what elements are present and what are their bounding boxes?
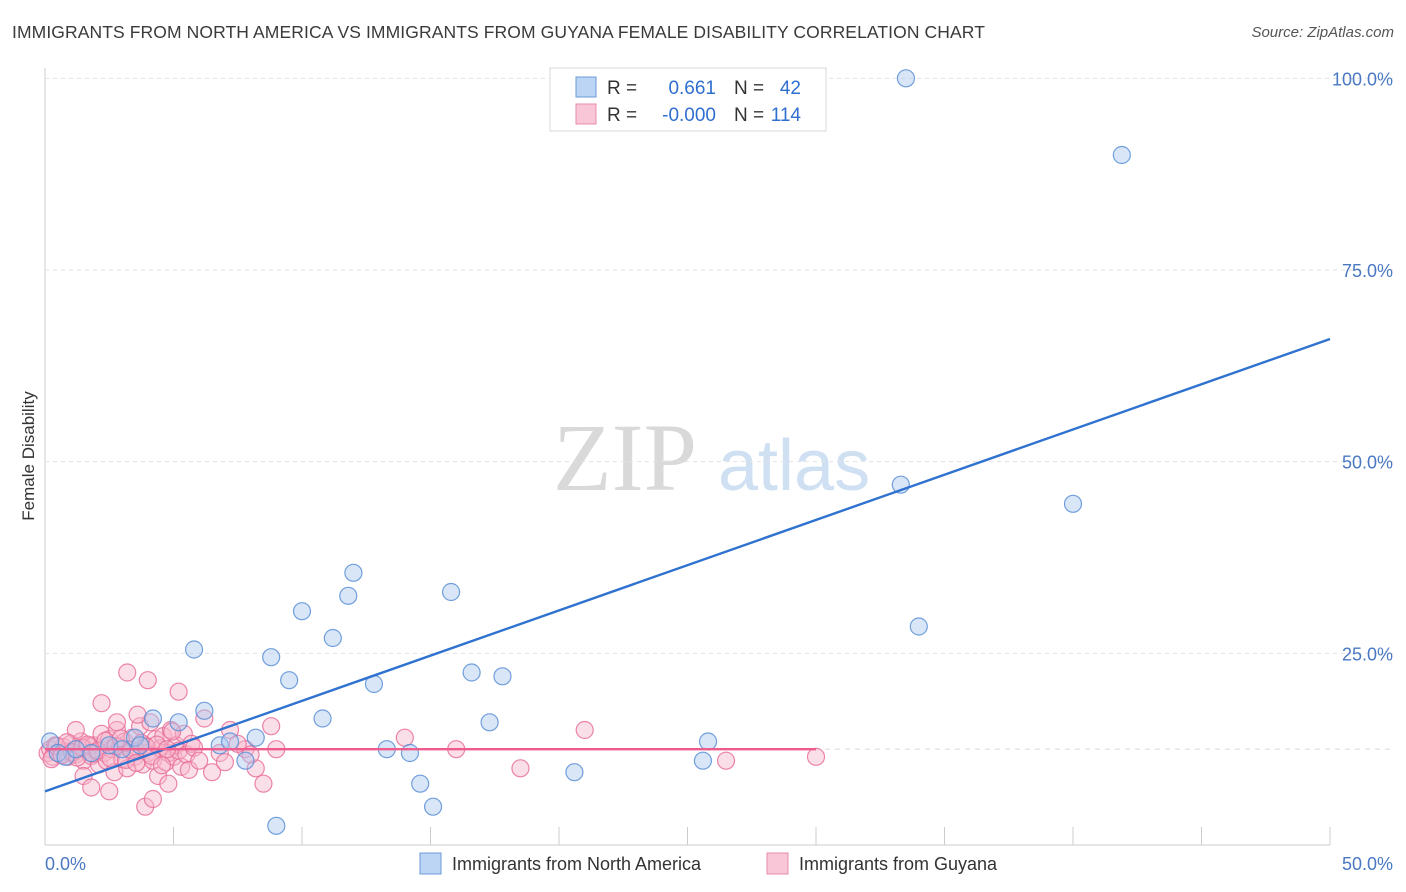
legend-blue-n-value: 42 — [780, 78, 801, 99]
blue-point-26 — [400, 743, 420, 763]
gridlines — [45, 77, 1395, 750]
blue-trend-line — [44, 337, 1331, 793]
blue-point-23 — [344, 563, 363, 582]
series-legend-blue-label: Immigrants from North America — [452, 854, 702, 874]
series-legend: Immigrants from North America Immigrants… — [419, 852, 998, 875]
blue-point-16 — [262, 648, 281, 667]
y-tick-label-100: 100.0% — [1332, 69, 1393, 89]
legend-pink-n-value: 114 — [771, 105, 802, 126]
blue-point-29 — [441, 582, 461, 602]
pink-point-66 — [136, 797, 155, 816]
x-ticks — [44, 827, 1331, 845]
chart-title: IMMIGRANTS FROM NORTH AMERICA VS IMMIGRA… — [12, 22, 986, 42]
pink-point-68 — [138, 671, 157, 690]
pink-point-80 — [215, 753, 234, 772]
blue-point-34 — [693, 751, 713, 770]
pink-point-70 — [169, 682, 188, 701]
legend-blue-r-label: R = — [607, 78, 637, 99]
blue-point-13 — [220, 732, 240, 751]
pink-point-113 — [163, 722, 182, 741]
blue-point-14 — [236, 751, 255, 770]
blue-point-22 — [339, 586, 358, 605]
blue-point-19 — [292, 602, 312, 621]
pink-point-55 — [179, 760, 199, 779]
pink-point-71 — [195, 709, 214, 728]
pink-point-75 — [246, 759, 265, 778]
legend-blue-swatch — [575, 76, 597, 98]
pink-point-86 — [511, 759, 530, 778]
pink-point-43 — [148, 766, 168, 786]
blue-point-4 — [82, 743, 101, 763]
source-label: Source: ZipAtlas.com — [1251, 24, 1394, 41]
blue-point-20 — [313, 709, 332, 728]
legend-pink-swatch — [575, 103, 597, 125]
pink-point-79 — [190, 751, 209, 770]
legend-pink-n-label: N = — [734, 105, 764, 126]
y-tick-labels: 25.0% 50.0% 75.0% 100.0% — [1332, 69, 1393, 664]
y-tick-label-25: 25.0% — [1342, 644, 1393, 664]
legend-pink-r-value: -0.000 — [662, 105, 716, 126]
pink-point-58 — [66, 720, 85, 740]
watermark-atlas: atlas — [718, 426, 870, 506]
pink-point-69 — [159, 774, 178, 793]
pink-point-62 — [100, 782, 119, 801]
blue-point-39 — [1063, 494, 1083, 513]
pink-point-61 — [92, 694, 111, 713]
pink-point-67 — [143, 789, 163, 809]
pink-point-63 — [107, 713, 127, 732]
legend-blue-n-label: N = — [734, 78, 764, 99]
blue-point-40 — [1112, 145, 1131, 165]
blue-point-10 — [184, 640, 204, 659]
blue-point-30 — [462, 663, 481, 682]
legend-blue-r-value: 0.661 — [668, 78, 716, 99]
blue-point-27 — [411, 774, 430, 793]
pink-point-76 — [254, 774, 273, 793]
series-legend-pink-label: Immigrants from Guyana — [799, 854, 998, 874]
blue-point-17 — [267, 816, 286, 835]
pink-point-89 — [806, 747, 826, 766]
pink-point-64 — [118, 663, 137, 682]
series-legend-pink-swatch — [766, 852, 789, 875]
pink-point-96 — [73, 738, 92, 757]
pink-point-65 — [128, 705, 147, 724]
blue-point-8 — [143, 709, 163, 728]
blue-point-15 — [246, 728, 265, 747]
y-axis-label: Female Disability — [19, 391, 38, 521]
blue-point-18 — [280, 671, 299, 690]
blue-point-36 — [896, 69, 916, 88]
blue-point-11 — [195, 701, 214, 720]
x-tick-label-max: 50.0% — [1342, 854, 1393, 874]
pink-point-78 — [202, 763, 222, 782]
trend-lines — [44, 337, 1331, 793]
blue-point-33 — [565, 763, 584, 782]
pink-point-111 — [152, 756, 172, 775]
blue-point-9 — [169, 713, 188, 732]
blue-point-41 — [130, 736, 150, 755]
pink-point-60 — [82, 778, 101, 797]
watermark-zip: ZIP — [553, 404, 697, 511]
correlation-legend: R = 0.661 N = 42 R = -0.000 N = 114 — [549, 67, 827, 132]
blue-point-21 — [323, 628, 342, 648]
pink-point-88 — [716, 751, 736, 770]
blue-point-28 — [423, 797, 443, 816]
y-tick-label-50: 50.0% — [1342, 453, 1393, 473]
series-legend-blue-swatch — [419, 852, 442, 875]
y-tick-label-75: 75.0% — [1342, 261, 1393, 281]
pink-point-77 — [262, 717, 281, 736]
pink-point-87 — [575, 720, 594, 740]
blue-point-38 — [909, 617, 928, 636]
pink-point-84 — [395, 728, 414, 747]
blue-point-35 — [698, 732, 718, 751]
blue-point-31 — [480, 713, 499, 732]
x-tick-label-min: 0.0% — [45, 854, 86, 874]
legend-pink-r-label: R = — [607, 105, 637, 126]
blue-point-32 — [493, 667, 512, 686]
